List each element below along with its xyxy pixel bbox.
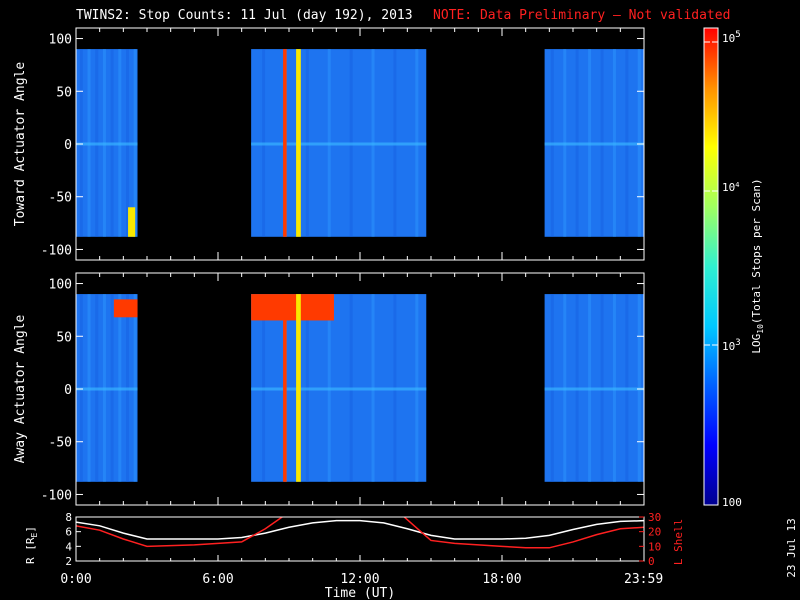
enhanced-feature [296,294,301,482]
y-tick-label: 0 [64,383,72,398]
cb-exp-1e4: 4 [735,181,739,189]
enhanced-feature [128,207,136,237]
r-tick-label: 6 [65,526,72,539]
lshell-tick-label: 0 [648,555,655,568]
cb-base-1e5: 10 [722,32,735,45]
toward-ylabel: Toward Actuator Angle [13,62,28,227]
enhanced-feature [283,49,287,237]
x-tick-label: 18:00 [482,572,521,587]
colorbar-label: LOG10(Total Stops per Scan) [750,178,765,353]
x-tick-label: 12:00 [340,572,379,587]
colorbar-tick-1e4: 104 [722,181,739,194]
colorbar: 105 104 103 100 LOG10(Total Stops per Sc… [703,27,765,509]
cb-label-suffix: (Total Stops per Scan) [750,178,763,324]
y-tick-label: -100 [41,488,72,503]
r-tick-label: 8 [65,511,72,524]
cb-label-prefix: LOG [750,334,763,354]
y-tick-label: -100 [41,243,72,258]
colorbar-tick-1e3: 103 [722,338,741,353]
preliminary-note: NOTE: Data Preliminary — Not validated [433,8,730,23]
enhanced-feature [296,49,301,237]
y-tick-label: 0 [64,138,72,153]
zero-angle-band [76,142,138,146]
x-tick-label: 0:00 [60,572,91,587]
lshell-tick-label: 30 [648,511,661,524]
x-tick-label: 23:59 [624,572,663,587]
ephemeris-series-line [76,519,644,540]
zero-angle-band [251,387,427,391]
enhanced-feature [283,294,287,482]
zero-angle-band [544,387,644,391]
r-label-close: ] [24,526,37,533]
cb-base-1e3: 10 [722,340,735,353]
away-panel: 100 50 0 -50 -100 Away Actuator Angle [13,272,645,506]
r-label-prefix: R [R [24,537,37,564]
enhanced-feature [113,299,138,318]
cb-base-1e4: 10 [722,181,735,194]
colorbar-bottom-label: 100 [722,496,742,509]
zero-angle-band [544,142,644,146]
cb-exp-1e5: 5 [735,30,740,40]
toward-panel: 100 50 0 -50 -100 Toward Actuator Angle [13,27,645,261]
lshell-label: L Shell [672,519,685,565]
ephemeris-left-label: R [RE] [24,526,39,564]
lshell-tick-label: 20 [648,526,661,539]
zero-angle-band [76,387,138,391]
away-ylabel: Away Actuator Angle [13,314,28,463]
x-tick-label: 6:00 [202,572,233,587]
date-stamp: 23 Jul 13 [785,518,798,578]
y-tick-label: -50 [49,191,72,206]
y-tick-label: 50 [56,330,72,345]
cb-label-sub: 10 [756,324,765,334]
x-axis-label: Time (UT) [325,586,395,600]
lshell-tick-label: 10 [648,540,661,553]
zero-angle-band [251,142,427,146]
y-tick-label: -50 [49,436,72,451]
ephemeris-series-line [76,517,644,549]
r-tick-label: 2 [65,555,72,568]
y-tick-label: 50 [56,85,72,100]
cb-exp-1e3: 3 [735,338,740,348]
colorbar-scale [703,27,719,506]
r-label-sub: E [30,532,39,537]
y-tick-label: 100 [49,33,72,48]
enhanced-feature [251,294,334,321]
r-tick-label: 4 [65,540,72,553]
figure-title: TWINS2: Stop Counts: 11 Jul (day 192), 2… [76,8,413,23]
y-tick-label: 100 [49,278,72,293]
colorbar-tick-1e5: 105 [722,30,741,45]
